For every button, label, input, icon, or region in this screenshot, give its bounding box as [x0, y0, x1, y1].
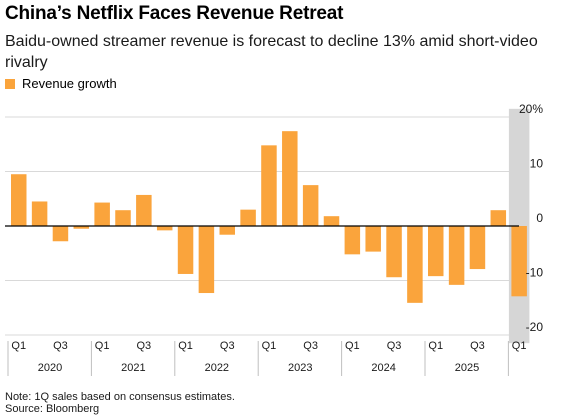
gridlines: [5, 116, 519, 336]
bar: [219, 226, 235, 235]
x-tick-label: Q3: [137, 340, 152, 352]
bar: [282, 131, 298, 226]
bar: [240, 209, 256, 226]
x-tick-label: Q3: [220, 340, 235, 352]
year-label: 2024: [371, 362, 395, 374]
x-tick-label: Q3: [387, 340, 402, 352]
x-tick-label: Q1: [95, 340, 110, 352]
legend-swatch: [5, 78, 15, 89]
x-tick-label: Q1: [178, 340, 193, 352]
chart-source: Source: Bloomberg: [5, 403, 100, 415]
bar: [136, 194, 152, 226]
year-label: 2025: [455, 362, 479, 374]
x-tick-label: Q1: [345, 340, 360, 352]
bar: [365, 226, 381, 252]
x-tick-label: Q1: [11, 340, 26, 352]
bar: [11, 174, 27, 226]
bar: [115, 210, 131, 226]
bar: [261, 145, 277, 226]
bar: [31, 201, 48, 226]
x-tick-label: Q1: [428, 340, 443, 352]
y-axis: 20% 10 0 -10 -20: [519, 102, 543, 334]
x-axis: Q1 Q3 Q1 Q3 Q1 Q3 Q1 Q3 Q1 Q3 Q1 Q3 Q1 2020 2021 2022 20…: [7, 340, 527, 376]
legend: Revenue growth: [5, 76, 117, 91]
bar: [177, 226, 194, 274]
year-label: 2021: [121, 362, 145, 374]
bars: [11, 131, 527, 303]
x-tick-label: Q1: [262, 340, 277, 352]
x-tick-label: Q1: [512, 340, 527, 352]
bar: [73, 226, 90, 229]
bar: [94, 202, 110, 226]
bar: [302, 185, 319, 226]
bar: [407, 226, 423, 303]
legend-label: Revenue growth: [22, 76, 117, 91]
y-tick-label: -10: [526, 266, 544, 280]
chart-note: Note: 1Q sales based on consensus estima…: [5, 391, 235, 403]
bar: [448, 226, 465, 285]
bar: [52, 226, 69, 242]
x-tick-label: Q3: [53, 340, 68, 352]
bar: [511, 226, 527, 297]
bar: [386, 226, 402, 278]
bar: [156, 226, 173, 231]
bar: [344, 226, 361, 255]
y-tick-label: 0: [536, 211, 543, 225]
x-tick-label: Q3: [303, 340, 318, 352]
year-label: 2023: [288, 362, 312, 374]
chart-subtitle: Baidu-owned streamer revenue is forecast…: [5, 33, 538, 71]
y-tick-label: 20%: [519, 102, 543, 116]
bar: [469, 226, 486, 270]
y-tick-label: -20: [526, 320, 544, 334]
bar: [323, 216, 340, 226]
year-label: 2020: [38, 362, 62, 374]
x-tick-label: Q3: [470, 340, 485, 352]
bar-chart: 20% 10 0 -10 -20 Q1 Q3 Q1 Q3 Q1 Q3 Q1 Q3 Q1 Q3 Q1 Q3 Q1 2…: [5, 102, 543, 376]
bar: [490, 210, 507, 226]
year-label: 2022: [205, 362, 229, 374]
y-tick-label: 10: [530, 157, 544, 171]
chart-title: China’s Netflix Faces Revenue Retreat: [5, 3, 344, 24]
bar: [428, 226, 444, 277]
bar: [198, 226, 215, 294]
